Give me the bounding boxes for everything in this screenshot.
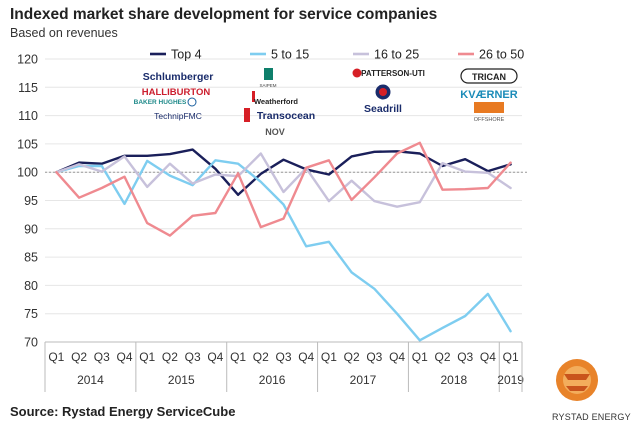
- logo-nov: NOV: [265, 127, 285, 137]
- year-label: 2016: [259, 373, 286, 387]
- x-axis: Q1 Q2 Q3 Q4 Q1 Q2 Q3 Q4 Q1 Q2 Q3 Q4 Q1 Q2 Q3 Q4 Q1 Q2 Q3 Q4…: [44, 341, 524, 392]
- logo-seadrill: Seadrill: [364, 103, 402, 115]
- legend-label: 26 to 50: [479, 48, 524, 62]
- x-tick-label: Q4: [480, 350, 496, 364]
- seadrill-emblem-inner-icon: [379, 88, 387, 96]
- x-tick-label: Q3: [94, 350, 110, 364]
- x-tick-label: Q1: [230, 350, 246, 364]
- series-lines: [55, 141, 512, 342]
- y-tick-label: 115: [18, 81, 38, 95]
- x-tick-label: Q4: [389, 350, 405, 364]
- y-axis: 70 75 80 85 90 95 100 105 110 115 120: [17, 53, 38, 350]
- logo-sbm-offshore: OFFSHORE: [474, 117, 505, 123]
- y-tick-label: 75: [24, 307, 38, 321]
- y-tick-label: 100: [17, 166, 38, 180]
- logo-kvaerner: KVÆRNER: [460, 89, 518, 101]
- x-tick-label: Q4: [207, 350, 223, 364]
- logos-top4: Schlumberger HALLIBURTON BAKER HUGHES Te…: [134, 71, 214, 121]
- y-tick-label: 95: [24, 194, 38, 208]
- x-tick-label: Q4: [298, 350, 314, 364]
- y-tick-label: 105: [17, 137, 38, 151]
- year-label: 2018: [441, 373, 468, 387]
- weatherford-stripe-icon: [252, 91, 255, 102]
- x-tick-label: Q2: [434, 350, 450, 364]
- x-tick-label: Q1: [48, 350, 64, 364]
- x-tick-label: Q3: [185, 350, 201, 364]
- rystad-energy-logo-icon: [556, 359, 598, 401]
- brand-name: RYSTAD ENERGY: [552, 412, 631, 422]
- logo-patterson-uti: PATTERSON-UTI: [361, 69, 425, 78]
- legend-label: 16 to 25: [374, 48, 419, 62]
- ge-monogram-icon: [187, 97, 197, 107]
- source-note: Source: Rystad Energy ServiceCube: [10, 404, 236, 419]
- series-line-3: [55, 152, 512, 208]
- x-tick-label: Q3: [366, 350, 382, 364]
- legend-label: 5 to 15: [271, 48, 309, 62]
- logo-trican: TRICAN: [472, 72, 506, 82]
- series-line-4: [55, 141, 512, 237]
- y-tick-label: 85: [24, 251, 38, 265]
- x-tick-label: Q1: [503, 350, 519, 364]
- logo-weatherford: Weatherford: [254, 97, 298, 106]
- patterson-uti-icon: [352, 68, 362, 78]
- y-tick-label: 120: [17, 53, 38, 67]
- year-label: 2015: [168, 373, 195, 387]
- transocean-bar-icon: [244, 108, 250, 122]
- x-tick-label: Q3: [275, 350, 291, 364]
- year-label: 2017: [350, 373, 377, 387]
- x-tick-label: Q4: [116, 350, 132, 364]
- x-tick-label: Q2: [162, 350, 178, 364]
- sbm-logo-block: [474, 102, 504, 113]
- legend-label: Top 4: [171, 48, 202, 62]
- x-tick-label: Q1: [412, 350, 428, 364]
- logo-schlumberger: Schlumberger: [143, 71, 214, 83]
- series-line-1: [55, 148, 512, 197]
- year-label: 2014: [77, 373, 104, 387]
- y-tick-label: 80: [24, 279, 38, 293]
- y-tick-label: 110: [18, 109, 38, 123]
- chart-title: Indexed market share development for ser…: [10, 6, 438, 23]
- logos-5to15: SAIPEM Weatherford Transocean NOV: [244, 68, 315, 137]
- legend: Top 4 5 to 15 16 to 25 26 to 50: [150, 48, 524, 62]
- saipem-icon: [264, 68, 273, 80]
- x-tick-label: Q2: [71, 350, 87, 364]
- logos-26to50: TRICAN KVÆRNER OFFSHORE: [460, 68, 518, 123]
- logos-16to25: PATTERSON-UTI Seadrill: [352, 68, 425, 115]
- logo-saipem: SAIPEM: [259, 83, 276, 88]
- trican-logo-box: [460, 68, 518, 84]
- logo-transocean: Transocean: [257, 110, 315, 122]
- year-label: 2019: [497, 373, 524, 387]
- y-tick-label: 90: [24, 222, 38, 236]
- logo-baker-hughes: BAKER HUGHES: [134, 99, 187, 106]
- logo-halliburton: HALLIBURTON: [142, 87, 211, 98]
- x-tick-label: Q1: [139, 350, 155, 364]
- chart-subtitle: Based on revenues: [10, 26, 118, 40]
- x-tick-label: Q2: [253, 350, 269, 364]
- x-tick-label: Q2: [344, 350, 360, 364]
- logo-technipfmc: TechnipFMC: [154, 111, 202, 121]
- x-tick-label: Q3: [457, 350, 473, 364]
- x-tick-label: Q1: [321, 350, 337, 364]
- y-tick-label: 70: [24, 336, 38, 350]
